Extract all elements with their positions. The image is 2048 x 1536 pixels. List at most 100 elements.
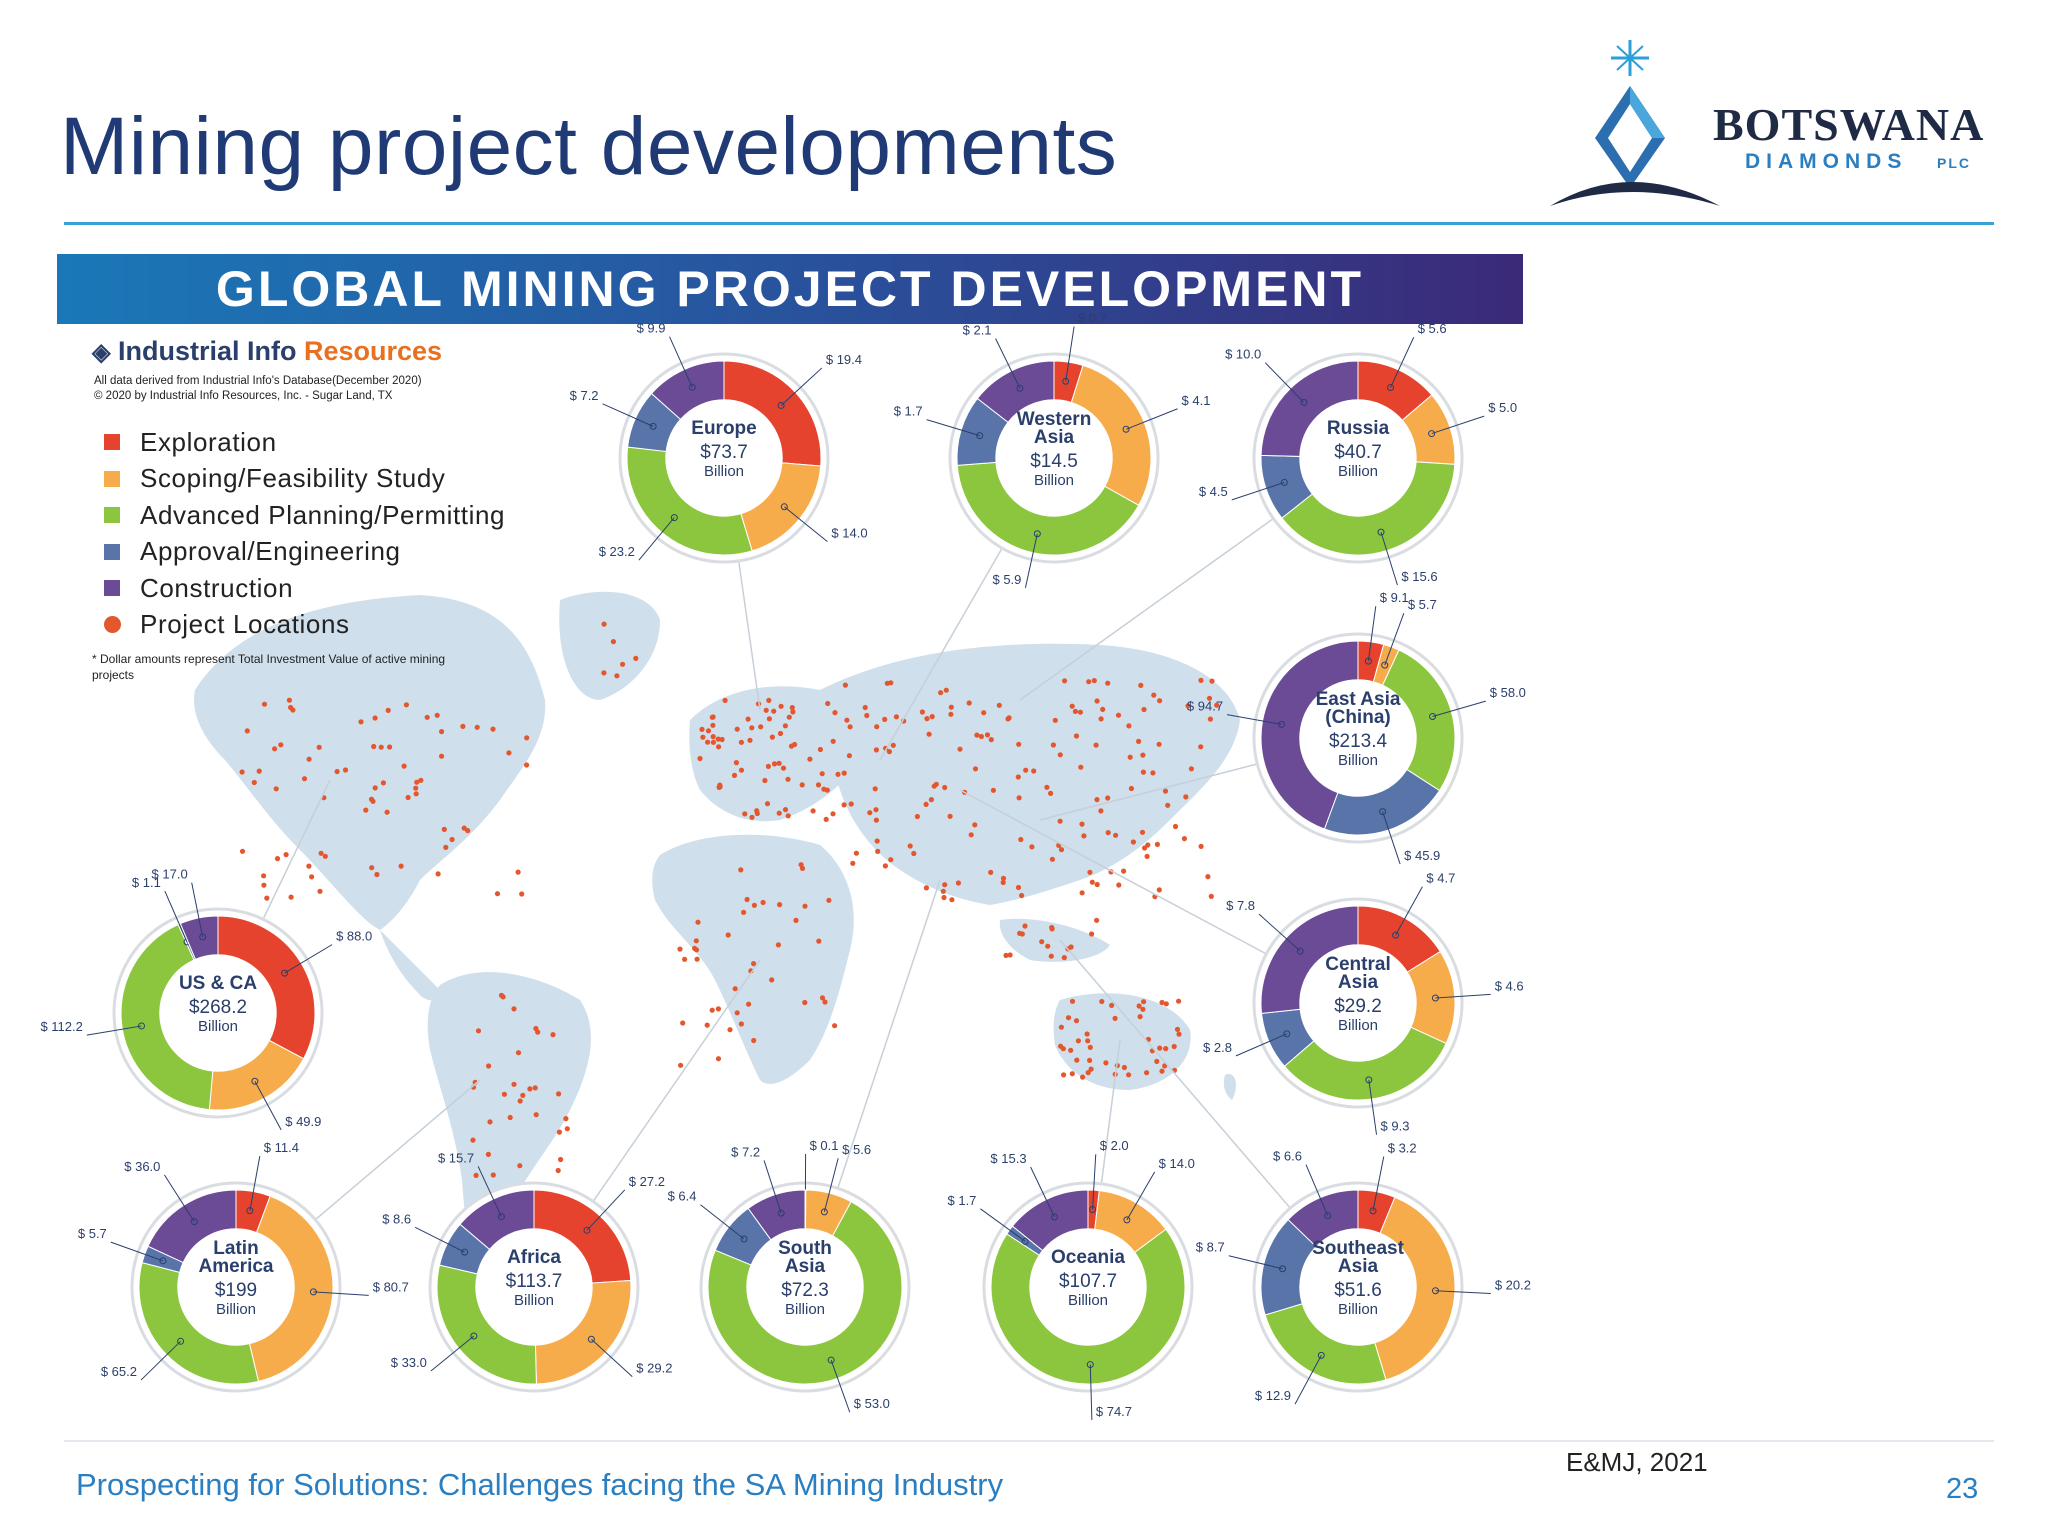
leader-dot — [583, 1226, 591, 1234]
value-leader — [591, 1338, 633, 1377]
project-location-dot — [1126, 723, 1132, 729]
legend-swatch — [104, 580, 120, 597]
project-location-dot — [816, 938, 822, 944]
project-location-dot — [1140, 752, 1146, 758]
leader-dot — [1369, 1207, 1377, 1215]
value-leader — [1125, 408, 1178, 430]
value-label: $ 23.2 — [599, 544, 635, 559]
project-location-dot — [1089, 879, 1095, 885]
value-leader — [669, 336, 693, 388]
project-location-dot — [490, 726, 496, 732]
project-location-dot — [1141, 999, 1147, 1005]
project-location-dot — [716, 744, 722, 750]
value-label: $ 1.7 — [948, 1193, 977, 1208]
project-location-dot — [793, 917, 799, 924]
project-location-dot — [1087, 869, 1093, 875]
project-location-dot — [435, 871, 441, 877]
project-location-dot — [1154, 841, 1160, 848]
project-location-dot — [776, 760, 782, 766]
region-total: $213.4 — [1329, 731, 1388, 752]
legend-swatch — [104, 543, 120, 560]
project-location-dot — [817, 746, 824, 753]
project-location-dot — [1016, 741, 1022, 747]
project-location-dot — [1062, 678, 1068, 684]
project-location-dot — [875, 848, 881, 855]
project-location-dot — [1126, 1072, 1132, 1078]
project-location-dot — [732, 986, 738, 992]
project-location-dot — [760, 899, 766, 906]
project-location-dot — [715, 1006, 722, 1012]
project-location-dot — [524, 762, 530, 768]
infographic-title: GLOBAL MINING PROJECT DEVELOPMENT — [215, 261, 1365, 317]
project-location-dot — [1069, 998, 1076, 1004]
project-location-dot — [363, 807, 369, 813]
project-location-dot — [789, 705, 795, 711]
donut-southeast-asia: $ 3.2 $ 20.2 $ 12.9 $ 8.7 $ 6.6 SoutheastAsia… — [1196, 1141, 1531, 1405]
project-location-dot — [700, 734, 706, 740]
project-location-dot — [1000, 875, 1007, 881]
leader-dot — [137, 1022, 145, 1030]
value-label: $ 17.0 — [152, 867, 188, 882]
value-leader — [586, 1189, 626, 1231]
project-location-dot — [1099, 998, 1105, 1005]
project-location-dot — [301, 776, 308, 782]
value-label: $ 4.1 — [1182, 393, 1211, 408]
project-location-dot — [1162, 1063, 1168, 1069]
leader-dot — [777, 401, 785, 409]
project-location-dot — [1136, 738, 1142, 745]
project-location-dot — [1073, 733, 1080, 739]
project-location-dot — [418, 777, 424, 783]
project-location-dot — [693, 938, 699, 944]
leader-dot — [497, 1213, 505, 1221]
legend-label: Approval/Engineering — [140, 536, 401, 567]
project-location-dot — [1080, 1074, 1086, 1080]
project-location-dot — [1172, 823, 1179, 830]
leader-dot — [1051, 1213, 1059, 1221]
value-leader — [1432, 700, 1486, 717]
project-location-dot — [888, 857, 894, 863]
project-location-dot — [501, 1091, 507, 1097]
project-location-dot — [524, 735, 530, 741]
project-location-dot — [988, 737, 994, 743]
project-location-dot — [490, 1172, 496, 1178]
value-leader — [254, 1081, 282, 1131]
project-location-dot — [1088, 1066, 1094, 1072]
region-total: $40.7 — [1334, 442, 1382, 463]
project-location-dot — [677, 946, 683, 952]
publisher-logo: ◈ Industrial Info Resources — [92, 336, 442, 367]
leader-dot — [1283, 1030, 1291, 1038]
value-leader — [1258, 913, 1301, 952]
project-location-dot — [785, 813, 791, 819]
project-location-dot — [751, 902, 758, 908]
project-location-dot — [1029, 844, 1035, 850]
value-leader — [284, 944, 333, 974]
data-source-line1: All data derived from Industrial Info's … — [94, 375, 422, 387]
value-label: $ 3.2 — [1388, 1141, 1417, 1156]
value-label: $ 7.2 — [570, 388, 599, 403]
leader-dot — [251, 1077, 259, 1085]
leader-dot — [1033, 530, 1041, 538]
leader-dot — [649, 422, 657, 430]
value-leader — [1372, 1156, 1385, 1211]
project-location-dot — [882, 863, 889, 869]
project-location-dot — [380, 780, 386, 786]
project-location-dot — [815, 782, 822, 788]
region-unit: Billion — [1338, 1301, 1378, 1318]
publisher-name: Industrial Info — [117, 336, 297, 366]
project-location-dot — [747, 737, 753, 743]
project-location-dot — [413, 791, 419, 797]
publisher-name-accent: Resources — [304, 336, 443, 366]
project-location-dot — [614, 673, 620, 679]
project-location-dot — [749, 725, 755, 731]
project-location-dot — [873, 817, 880, 823]
value-leader — [1030, 1166, 1055, 1218]
project-location-dot — [819, 995, 826, 1001]
region-unit: Billion — [216, 1301, 256, 1318]
project-location-dot — [931, 783, 937, 789]
continent-europe — [689, 686, 863, 822]
value-leader — [477, 1166, 502, 1217]
project-location-dot — [507, 1114, 513, 1121]
region-name: Asia — [1338, 972, 1379, 993]
project-location-dot — [1156, 887, 1162, 893]
